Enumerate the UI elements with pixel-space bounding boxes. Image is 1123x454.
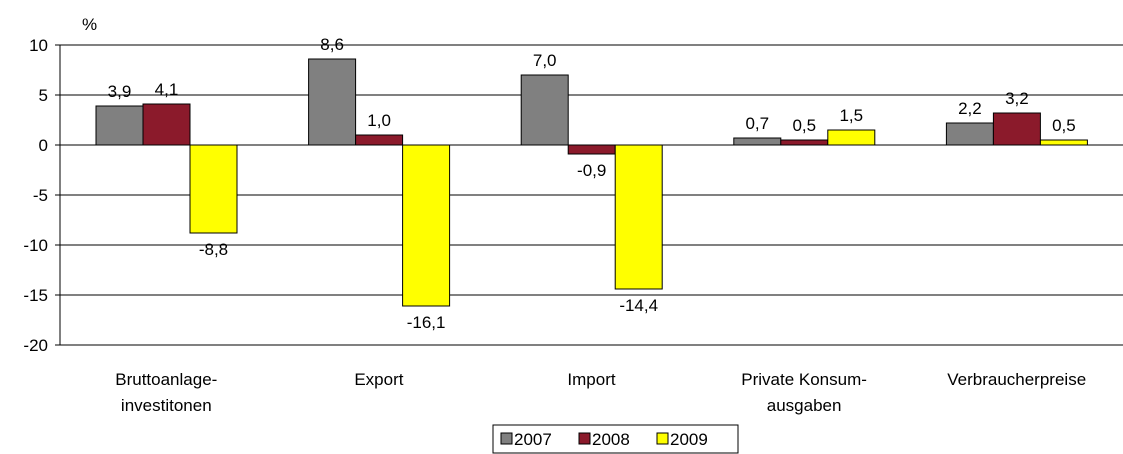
bar-2009-2 bbox=[614, 144, 663, 290]
bar-2008-0 bbox=[142, 103, 191, 146]
data-label: 1,0 bbox=[367, 111, 391, 130]
bar-2007-3 bbox=[733, 137, 782, 146]
data-label: 1,5 bbox=[839, 106, 863, 125]
data-label: 4,1 bbox=[155, 80, 179, 99]
bar-2007-1 bbox=[308, 58, 357, 146]
data-label: 0,5 bbox=[1052, 116, 1076, 135]
category-label: ausgaben bbox=[767, 396, 842, 415]
data-label: 0,7 bbox=[745, 114, 769, 133]
y-tick-label: -15 bbox=[23, 286, 48, 305]
bar-2009-1 bbox=[402, 144, 451, 307]
data-label: 3,9 bbox=[108, 82, 132, 101]
y-tick-label: 0 bbox=[39, 136, 48, 155]
bars bbox=[95, 58, 1088, 307]
legend-label-2009: 2009 bbox=[670, 430, 708, 449]
category-label: Import bbox=[567, 370, 615, 389]
data-label: 8,6 bbox=[320, 35, 344, 54]
axes bbox=[59, 45, 1123, 345]
data-label: 7,0 bbox=[533, 51, 557, 70]
x-axis-category-labels: Bruttoanlage-investitonen Export Import Pri… bbox=[115, 370, 1086, 415]
legend-label-2007: 2007 bbox=[514, 430, 552, 449]
bar-2008-2 bbox=[567, 144, 616, 155]
data-label: -16,1 bbox=[407, 313, 446, 332]
y-tick-label: -20 bbox=[23, 336, 48, 355]
y-axis-unit-label: % bbox=[82, 15, 97, 34]
y-tick-label: 10 bbox=[29, 36, 48, 55]
category-label: Private Konsum- bbox=[741, 370, 867, 389]
category-label: Bruttoanlage- bbox=[115, 370, 217, 389]
data-label: -14,4 bbox=[619, 296, 658, 315]
legend-swatch-2009 bbox=[656, 432, 669, 445]
data-label: -8,8 bbox=[199, 240, 228, 259]
data-label: 0,5 bbox=[792, 116, 816, 135]
bar-2008-3 bbox=[780, 139, 829, 146]
legend-label-2008: 2008 bbox=[592, 430, 630, 449]
bar-2009-3 bbox=[827, 129, 876, 146]
data-labels: 3,9 4,1 -8,8 8,6 1,0 -16,1 7,0 -0,9 -14,4 0,7 0,5 1… bbox=[108, 35, 1076, 332]
bar-2007-2 bbox=[520, 74, 569, 146]
bar-2007-0 bbox=[95, 105, 144, 146]
y-axis-tick-labels: 10 5 0 -5 -10 -15 -20 bbox=[23, 36, 48, 355]
legend-swatch-2007 bbox=[500, 432, 513, 445]
y-tick-label: -5 bbox=[33, 186, 48, 205]
category-label: Export bbox=[354, 370, 403, 389]
legend-swatch-2008 bbox=[578, 432, 591, 445]
bar-2009-4 bbox=[1039, 139, 1088, 146]
data-label: 2,2 bbox=[958, 99, 982, 118]
bar-2007-4 bbox=[945, 122, 994, 146]
data-label: 3,2 bbox=[1005, 89, 1029, 108]
bar-2009-0 bbox=[189, 144, 238, 234]
legend-box bbox=[492, 424, 739, 454]
category-label: investitonen bbox=[121, 396, 212, 415]
y-tick-label: 5 bbox=[39, 86, 48, 105]
category-label: Verbraucherpreise bbox=[947, 370, 1086, 389]
bar-2008-1 bbox=[355, 134, 404, 146]
bar-2008-4 bbox=[992, 112, 1041, 146]
data-label: -0,9 bbox=[577, 161, 606, 180]
legend: 2007 2008 2009 bbox=[492, 424, 739, 454]
y-tick-label: -10 bbox=[23, 236, 48, 255]
